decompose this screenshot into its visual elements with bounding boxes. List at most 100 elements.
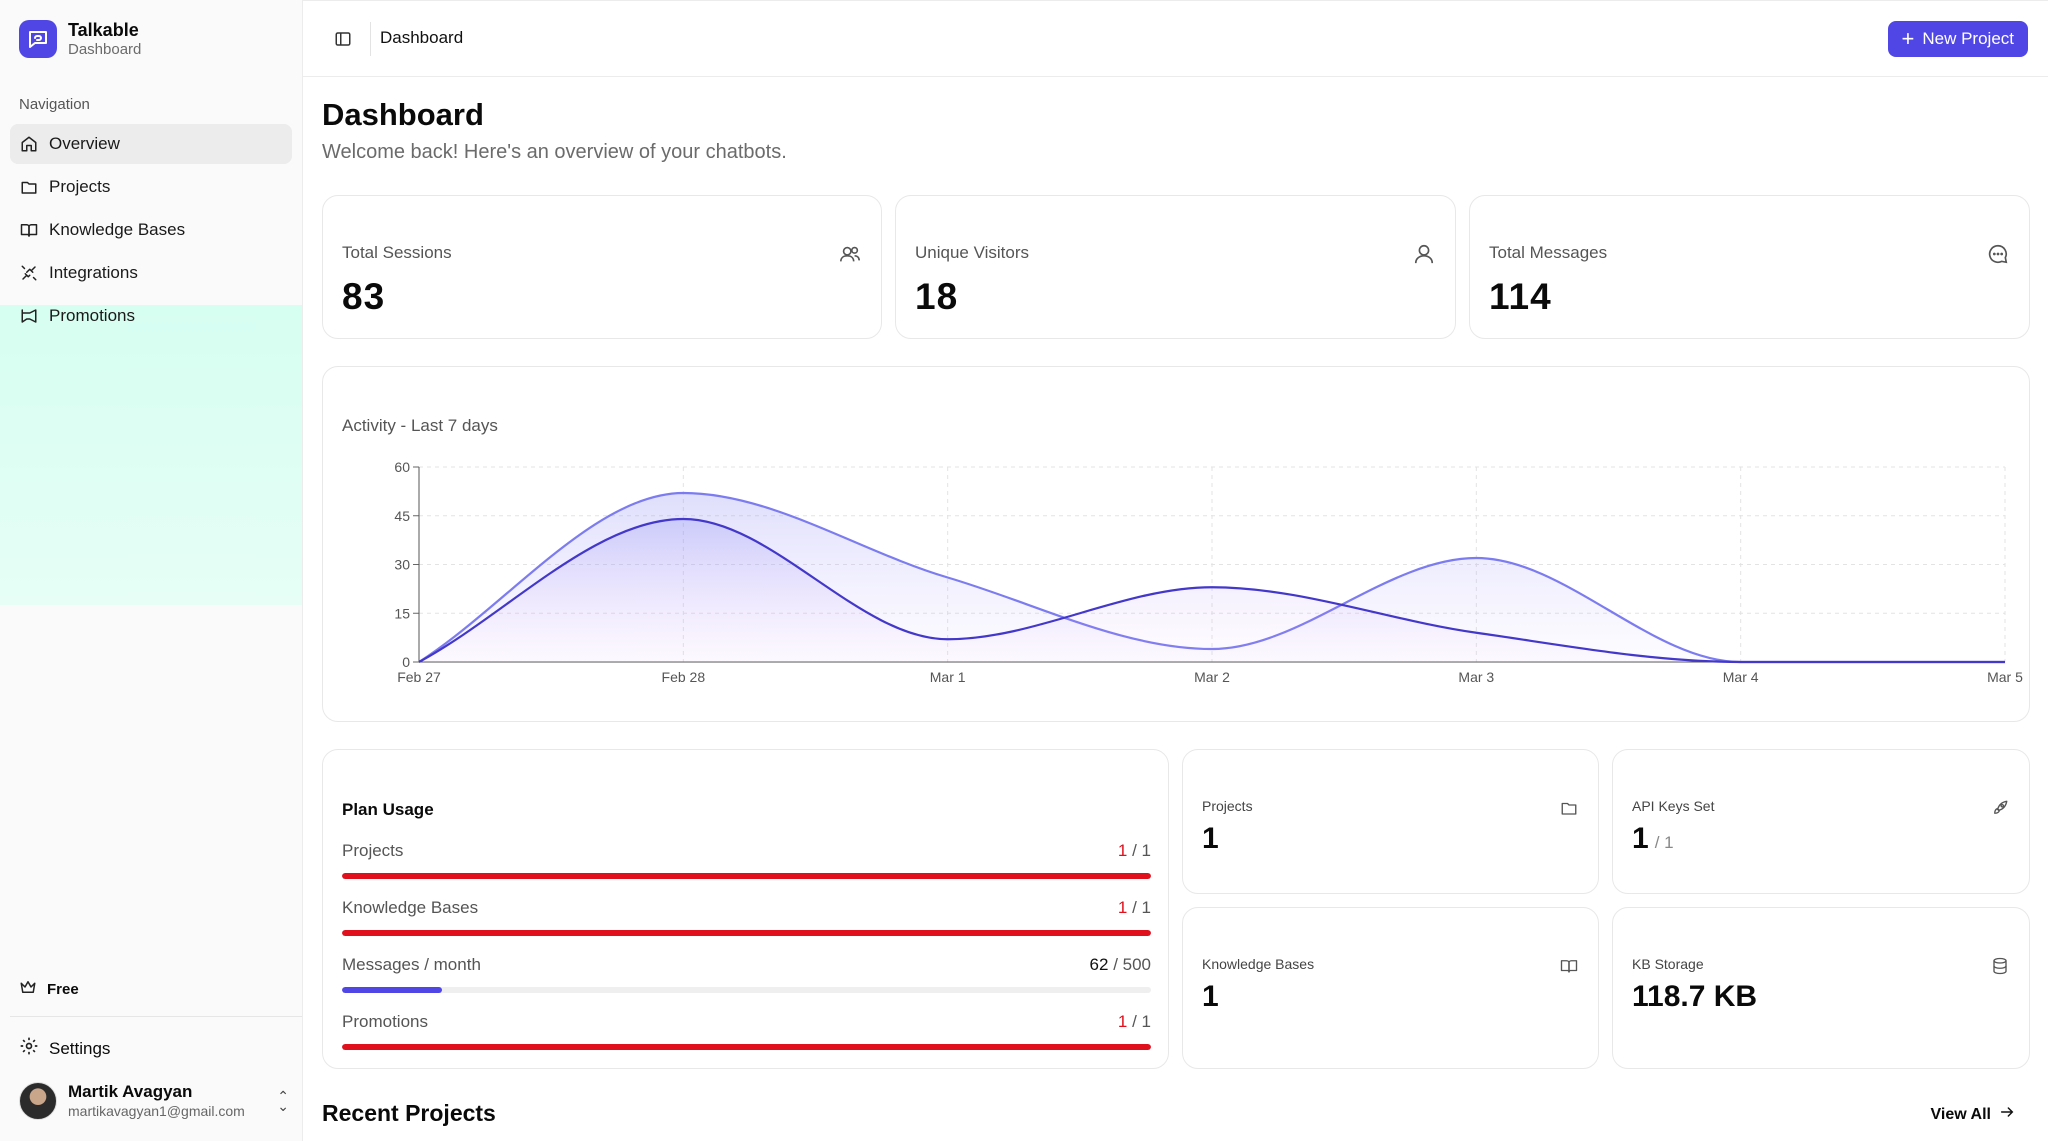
usage-limit: / 1: [1132, 841, 1151, 860]
usage-label: Messages / month: [342, 955, 481, 974]
x-tick-label: Mar 2: [1194, 669, 1230, 685]
new-project-label: New Project: [1922, 29, 2014, 48]
stat-card-total-messages: Total Messages 114: [1469, 195, 2030, 339]
chart-title: Activity - Last 7 days: [342, 416, 498, 435]
recent-projects-title: Recent Projects: [322, 1100, 496, 1126]
series-area: [419, 519, 2005, 662]
megaphone-icon: [19, 306, 39, 326]
arrow-right-icon: [1999, 1104, 2015, 1125]
usage-row-promotions: Promotions 1 / 1: [342, 1012, 1151, 1050]
usage-limit: / 1: [1132, 1012, 1151, 1031]
mini-value: 1: [1202, 822, 1219, 855]
sidebar-background-glow: [0, 305, 302, 605]
usage-label: Promotions: [342, 1012, 428, 1031]
settings-label: Settings: [49, 1038, 111, 1058]
y-tick-label: 0: [402, 654, 410, 670]
view-all-link[interactable]: View All: [1931, 1104, 2015, 1125]
user-email: martikavagyan1@gmail.com: [68, 1103, 245, 1119]
y-tick-label: 30: [394, 557, 410, 573]
sidebar-divider: [10, 1016, 302, 1017]
mini-value: 1 / 1: [1632, 822, 1674, 856]
x-tick-label: Mar 5: [1987, 669, 2023, 685]
usage-bar-track: [342, 987, 1151, 993]
plan-badge[interactable]: Free: [19, 978, 79, 1000]
plus-icon: +: [1901, 26, 1915, 51]
usage-count: 62 / 500: [1090, 955, 1151, 979]
brand-subtitle: Dashboard: [68, 41, 142, 58]
stat-value: 114: [1489, 276, 1552, 317]
stat-value: 83: [342, 276, 386, 317]
mini-value-number: 1: [1632, 822, 1649, 855]
usage-bar-track: [342, 873, 1151, 879]
x-tick-label: Feb 27: [397, 669, 441, 685]
sidebar-item-label: Knowledge Bases: [49, 220, 186, 239]
mini-value: 118.7 KB: [1632, 980, 1758, 1013]
sidebar-item-label: Projects: [49, 177, 111, 196]
activity-chart-card: Activity - Last 7 days 0 15 30 45 60 Feb 27 Fe…: [322, 366, 2030, 722]
rocket-icon: [1990, 798, 2010, 818]
sidebar-item-projects[interactable]: Projects: [10, 167, 292, 207]
chat-logo-icon: [19, 20, 57, 58]
gear-icon: [19, 1036, 39, 1061]
usage-bar-fill: [342, 1044, 1151, 1050]
y-tick-label: 60: [394, 459, 410, 475]
usage-used: 1: [1117, 841, 1128, 860]
brand[interactable]: Talkable Dashboard: [19, 19, 141, 59]
x-tick-label: Mar 1: [930, 669, 966, 685]
usage-limit: / 500: [1113, 955, 1151, 974]
avatar: [19, 1082, 57, 1120]
sidebar-item-integrations[interactable]: Integrations: [10, 253, 292, 293]
usage-bar-track: [342, 930, 1151, 936]
plug-icon: [19, 263, 39, 283]
user-menu[interactable]: Martik Avagyan martikavagyan1@gmail.com …: [19, 1082, 289, 1120]
x-tick-label: Feb 28: [662, 669, 706, 685]
sidebar-toggle-icon[interactable]: [332, 28, 354, 50]
usage-count: 1 / 1: [1118, 898, 1151, 922]
mini-label: Knowledge Bases: [1202, 956, 1315, 972]
new-project-button[interactable]: + New Project: [1887, 21, 2028, 57]
sidebar-item-label: Overview: [49, 134, 120, 153]
mini-label: Projects: [1202, 798, 1253, 814]
stat-label: Total Sessions: [342, 243, 452, 262]
top-header: Dashboard + New Project: [303, 0, 2048, 77]
x-tick-label: Mar 3: [1458, 669, 1494, 685]
usage-bar-fill: [342, 873, 1151, 879]
series-line: [418, 517, 2005, 664]
sidebar-item-overview[interactable]: Overview: [10, 124, 292, 164]
view-all-label: View All: [1930, 1105, 1991, 1123]
database-icon: [1990, 956, 2010, 976]
nav-heading: Navigation: [19, 96, 90, 113]
users-icon: [838, 242, 862, 266]
y-tick-label: 15: [394, 605, 410, 621]
page-subtitle: Welcome back! Here's an overview of your…: [322, 141, 787, 163]
sidebar-item-knowledge-bases[interactable]: Knowledge Bases: [10, 210, 292, 250]
sidebar: Talkable Dashboard Navigation Overview P…: [0, 0, 303, 1141]
usage-label: Projects: [342, 841, 404, 860]
settings-link[interactable]: Settings: [19, 1036, 110, 1061]
sidebar-item-label: Integrations: [49, 263, 138, 282]
usage-label: Knowledge Bases: [342, 898, 479, 917]
usage-used: 1: [1117, 898, 1128, 917]
mini-value-denominator: / 1: [1654, 833, 1674, 852]
brand-name: Talkable: [68, 20, 139, 40]
home-icon: [19, 134, 39, 154]
chevron-up-down-icon[interactable]: ⌃ ⌄: [277, 1088, 289, 1114]
usage-used: 62: [1089, 955, 1109, 974]
usage-bar-fill: [342, 930, 1151, 936]
mini-label: KB Storage: [1632, 956, 1704, 972]
breadcrumb[interactable]: Dashboard: [380, 28, 464, 47]
usage-row-knowledge-bases: Knowledge Bases 1 / 1: [342, 898, 1151, 936]
mini-card-api-keys: API Keys Set 1 / 1: [1612, 749, 2030, 894]
sidebar-item-promotions[interactable]: Promotions: [10, 296, 292, 336]
plan-usage-title: Plan Usage: [342, 800, 434, 819]
plan-label: Free: [47, 980, 79, 998]
book-icon: [19, 220, 39, 240]
book-icon: [1559, 956, 1579, 976]
usage-count: 1 / 1: [1118, 1012, 1151, 1036]
folder-icon: [1559, 798, 1579, 818]
stat-card-unique-visitors: Unique Visitors 18: [895, 195, 1456, 339]
page-title: Dashboard: [322, 97, 484, 132]
user-name: Martik Avagyan: [68, 1082, 193, 1101]
y-tick-label: 45: [394, 508, 410, 524]
plan-usage-card: Plan Usage Projects 1 / 1 Knowledge Base…: [322, 749, 1169, 1069]
